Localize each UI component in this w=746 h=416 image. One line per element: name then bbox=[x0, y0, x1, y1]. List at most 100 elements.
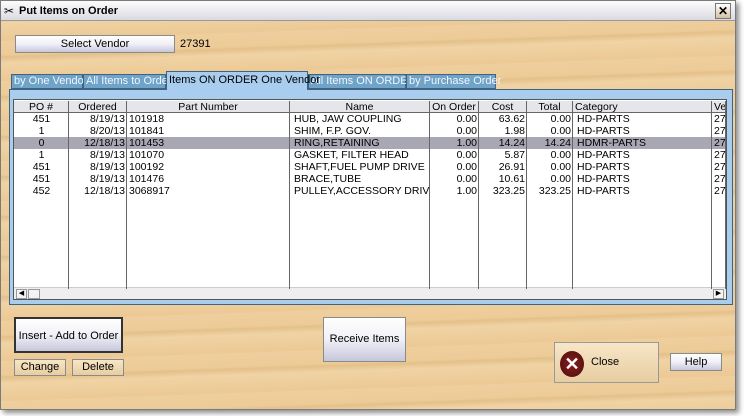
close-button[interactable]: ✕ Close bbox=[554, 342, 659, 383]
table-cell: 27 bbox=[714, 113, 726, 125]
column-divider bbox=[572, 113, 573, 289]
table-cell: HD-PARTS bbox=[577, 149, 630, 161]
column-divider bbox=[478, 113, 479, 289]
table-cell: 63.62 bbox=[498, 113, 525, 125]
table-cell: 0.00 bbox=[550, 161, 571, 173]
table-cell: HUB, JAW COUPLING bbox=[294, 113, 402, 125]
scroll-right-icon[interactable]: ▶ bbox=[713, 289, 724, 299]
column-header[interactable]: PO # bbox=[14, 101, 69, 113]
table-cell: HD-PARTS bbox=[577, 173, 630, 185]
column-divider bbox=[711, 113, 712, 289]
table-cell: 451 bbox=[32, 113, 51, 125]
tab-all-items-to-order[interactable]: All Items to Order bbox=[83, 74, 172, 89]
table-cell: 451 bbox=[32, 161, 51, 173]
table-cell: 0.00 bbox=[456, 173, 477, 185]
window-title: Put Items on Order bbox=[19, 5, 119, 17]
table-cell: 27 bbox=[714, 173, 726, 185]
table-cell: 27 bbox=[714, 161, 726, 173]
table-cell: HD-PARTS bbox=[577, 113, 630, 125]
column-header[interactable]: Cost bbox=[479, 101, 527, 113]
window-close-button[interactable]: ✕ bbox=[715, 3, 731, 19]
close-x-icon: ✕ bbox=[560, 351, 584, 377]
column-header[interactable]: Ve bbox=[712, 101, 726, 113]
table-row[interactable]: 452 12/18/13 3068917 PULLEY,ACCESSORY DRIVE… bbox=[14, 185, 726, 197]
table-cell: 3068917 bbox=[129, 185, 170, 197]
put-items-window: ✂ Put Items on Order ✕ Select Vendor 273… bbox=[0, 0, 736, 410]
table-cell: 8/19/13 bbox=[89, 149, 125, 161]
tab-items-on-order-one-vendor[interactable]: Items ON ORDER One Vendor bbox=[166, 71, 320, 90]
table-cell: 8/20/13 bbox=[89, 125, 125, 137]
table-cell: 452 bbox=[32, 185, 51, 197]
column-header[interactable]: Name bbox=[290, 101, 430, 113]
column-header[interactable]: Category bbox=[573, 101, 712, 113]
column-header[interactable]: Total bbox=[527, 101, 573, 113]
table-cell: 12/18/13 bbox=[84, 185, 125, 197]
column-header[interactable]: Ordered bbox=[69, 101, 127, 113]
table-cell: 14.24 bbox=[498, 137, 525, 149]
table-cell: 8/19/13 bbox=[89, 113, 125, 125]
scroll-left-icon[interactable]: ◀ bbox=[16, 289, 27, 299]
table-cell: 451 bbox=[32, 173, 51, 185]
table-cell: HD-PARTS bbox=[577, 125, 630, 137]
table-cell: RING,RETAINING bbox=[294, 137, 380, 149]
table-cell: 8/19/13 bbox=[89, 161, 125, 173]
table-cell: 0.00 bbox=[456, 161, 477, 173]
table-cell: 10.61 bbox=[498, 173, 525, 185]
column-header[interactable]: Part Number bbox=[127, 101, 290, 113]
table-row[interactable]: 1 8/20/13 101841 SHIM, F.P. GOV. 0.00 1.98 0.0… bbox=[14, 125, 726, 137]
table-cell: 14.24 bbox=[544, 137, 571, 149]
tab-by-one-vendor[interactable]: by One Vendor bbox=[11, 74, 87, 89]
column-divider bbox=[429, 113, 430, 289]
column-divider bbox=[526, 113, 527, 289]
table-cell: 101841 bbox=[129, 125, 165, 137]
column-divider bbox=[289, 113, 290, 289]
table-cell: 12/18/13 bbox=[84, 137, 125, 149]
table-row[interactable]: 451 8/19/13 100192 SHAFT,FUEL PUMP DRIVE 0.0… bbox=[14, 161, 726, 173]
select-vendor-button[interactable]: Select Vendor bbox=[15, 35, 175, 53]
table-cell: 101918 bbox=[129, 113, 165, 125]
table-cell: BRACE,TUBE bbox=[294, 173, 362, 185]
change-button[interactable]: Change bbox=[14, 359, 66, 376]
help-button[interactable]: Help bbox=[670, 353, 722, 371]
scroll-thumb[interactable] bbox=[28, 289, 40, 299]
table-row[interactable]: 451 8/19/13 101918 HUB, JAW COUPLING 0.00 63.… bbox=[14, 113, 726, 125]
table-cell: 1.00 bbox=[456, 185, 477, 197]
column-divider bbox=[725, 113, 726, 289]
table-row[interactable]: 451 8/19/13 101476 BRACE,TUBE 0.00 10.61 0.00 H… bbox=[14, 173, 726, 185]
table-row[interactable]: 0 12/18/13 101453 RING,RETAINING 1.00 14.24 14… bbox=[14, 137, 726, 149]
column-divider bbox=[126, 113, 127, 289]
table-cell: 0.00 bbox=[550, 173, 571, 185]
table-cell: 0.00 bbox=[550, 113, 571, 125]
table-cell: 0.00 bbox=[456, 125, 477, 137]
horizontal-scrollbar[interactable]: ◀ ▶ bbox=[14, 287, 726, 299]
table-cell: 1 bbox=[38, 125, 45, 137]
column-header[interactable]: On Order bbox=[430, 101, 479, 113]
receive-items-button[interactable]: Receive Items bbox=[323, 317, 406, 362]
table-cell: 27 bbox=[714, 137, 726, 149]
table-cell: 8/19/13 bbox=[89, 173, 125, 185]
vendor-id: 27391 bbox=[180, 38, 211, 50]
tab-by-purchase-order[interactable]: by Purchase Order bbox=[406, 74, 501, 89]
table-cell: SHAFT,FUEL PUMP DRIVE bbox=[294, 161, 425, 173]
close-label: Close bbox=[591, 356, 620, 368]
table-cell: HD-PARTS bbox=[577, 185, 630, 197]
table-cell: SHIM, F.P. GOV. bbox=[294, 125, 372, 137]
table-cell: 27 bbox=[714, 125, 726, 137]
title-bar: ✂ Put Items on Order ✕ bbox=[1, 1, 735, 21]
table-cell: 101453 bbox=[129, 137, 165, 149]
table-row[interactable]: 1 8/19/13 101070 GASKET, FILTER HEAD 0.00 5.8… bbox=[14, 149, 726, 161]
table-cell: 0.00 bbox=[456, 113, 477, 125]
table-cell: 101476 bbox=[129, 173, 165, 185]
delete-button[interactable]: Delete bbox=[72, 359, 124, 376]
table-cell: 323.25 bbox=[538, 185, 571, 197]
table-cell: 27 bbox=[714, 149, 726, 161]
tab-all-items-on-order[interactable]: All Items ON ORDER bbox=[308, 74, 416, 89]
table-cell: 0.00 bbox=[550, 149, 571, 161]
table-cell: GASKET, FILTER HEAD bbox=[294, 149, 409, 161]
table-cell: 1.00 bbox=[456, 137, 477, 149]
insert-add-to-order-button[interactable]: Insert - Add to Order bbox=[14, 317, 123, 353]
table-cell: 1.98 bbox=[504, 125, 525, 137]
table-cell: 100192 bbox=[129, 161, 165, 173]
items-grid[interactable]: PO # Ordered Part Number Name On Order Cost To… bbox=[13, 99, 727, 300]
tab-panel: PO # Ordered Part Number Name On Order Cost To… bbox=[9, 89, 733, 305]
